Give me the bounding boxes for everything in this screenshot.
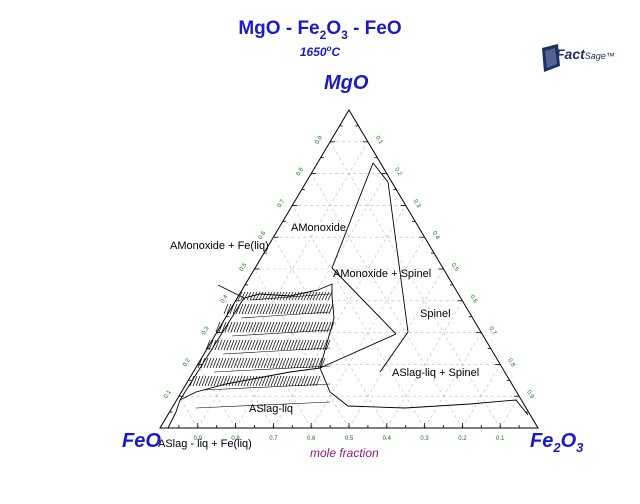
region-amonoxide-spinel: AMonoxide + Spinel	[333, 268, 432, 280]
region-aslag: ASlag-liq	[249, 403, 294, 415]
hatched-region	[189, 291, 335, 409]
tick-label-left: 0.1	[163, 389, 173, 400]
tick-label-bottom: 0.3	[420, 436, 429, 442]
region-spinel: Spinel	[420, 308, 451, 320]
tick-label-bottom: 0.2	[458, 436, 467, 442]
tick-label-right: 0.6	[468, 294, 478, 305]
tick-label-bottom: 0.7	[269, 436, 278, 442]
factsage-logo-text: FactSage™	[556, 46, 615, 62]
tick-label-right: 0.9	[525, 390, 535, 401]
phase-boundaries	[167, 162, 529, 429]
tick-label-left: 0.2	[182, 357, 192, 368]
phase-boundary	[331, 162, 374, 269]
tick-label-left: 0.9	[314, 135, 324, 146]
phase-boundary	[179, 367, 321, 401]
region-aslag-fe: ASlag - liq + Fe(liq)	[158, 438, 252, 450]
vertex-feo: FeO	[122, 430, 161, 452]
axis-label: mole fraction	[310, 446, 379, 460]
tick-label-left: 0.6	[258, 230, 268, 241]
region-amonoxide-fe: AMonoxide + Fe(liq)	[170, 240, 269, 252]
tick-label-bottom: 0.4	[383, 436, 392, 442]
tick-marks	[169, 125, 529, 428]
tick-label-right: 0.2	[393, 167, 403, 178]
tick-label-bottom: 0.9	[194, 436, 203, 442]
vertex-mgo: MgO	[324, 72, 369, 94]
vertex-fe2o3: Fe2O3	[530, 430, 584, 455]
phase-boundary	[331, 267, 397, 335]
tick-labels: 0.9 0.8 0.7 0.6 0.5 0.4 0.3 0.2 0.1 0.1 0.2 0.3 0.4 0…	[163, 135, 535, 442]
tick-label-left: 0.4	[220, 294, 230, 305]
region-amonoxide: AMonoxide	[291, 222, 347, 234]
tick-label-bottom: 0.6	[307, 436, 316, 442]
tick-label-left: 0.7	[277, 198, 287, 209]
factsage-logo	[542, 44, 560, 72]
tick-label-right: 0.4	[431, 231, 441, 242]
tick-label-bottom: 0.8	[231, 436, 240, 442]
tick-label-right: 0.7	[487, 326, 497, 337]
tick-label-left: 0.5	[239, 262, 249, 273]
tick-label-left: 0.3	[201, 325, 211, 336]
tick-label-right: 0.8	[506, 358, 516, 369]
tick-label-left: 0.8	[296, 166, 306, 177]
tick-label-bottom: 0.5	[345, 436, 354, 442]
tick-label-right: 0.3	[412, 199, 422, 210]
diagram-title: MgO - Fe2O3 - FeO	[238, 18, 402, 42]
tick-label-right: 0.5	[450, 262, 460, 273]
phase-boundary	[319, 367, 529, 416]
phase-boundary	[372, 162, 409, 333]
phase-boundary	[319, 333, 397, 369]
phase-boundary	[167, 411, 177, 429]
phase-boundary	[179, 297, 245, 401]
region-aslag-spinel: ASlag-liq + Spinel	[392, 367, 480, 379]
phase-boundary	[175, 399, 181, 413]
tick-label-bottom: 0.1	[496, 436, 505, 442]
temperature-label: 1650oC	[299, 44, 341, 59]
phase-boundary	[379, 331, 409, 373]
tick-label-right: 0.1	[374, 135, 384, 146]
phase-boundary	[217, 284, 245, 299]
